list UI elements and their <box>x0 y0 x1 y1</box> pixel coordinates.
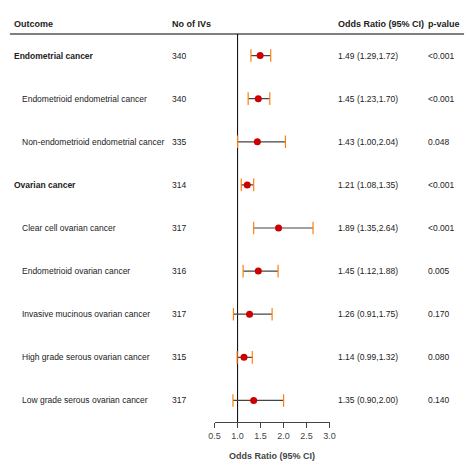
svg-text:1.49 (1.29,1.72): 1.49 (1.29,1.72) <box>338 51 398 61</box>
svg-text:317: 317 <box>172 223 186 233</box>
svg-text:1.45 (1.23,1.70): 1.45 (1.23,1.70) <box>338 94 398 104</box>
svg-text:Low grade serous ovarian cance: Low grade serous ovarian cancer <box>22 395 148 405</box>
svg-text:Non-endometrioid endometrial c: Non-endometrioid endometrial cancer <box>22 137 164 147</box>
svg-text:0.5: 0.5 <box>208 431 221 441</box>
svg-text:Ovarian cancer: Ovarian cancer <box>14 180 76 190</box>
svg-text:Clear cell ovarian cancer: Clear cell ovarian cancer <box>22 223 116 233</box>
svg-text:<0.001: <0.001 <box>428 51 455 61</box>
svg-text:p-value: p-value <box>428 19 460 29</box>
svg-text:1.26 (0.91,1.75): 1.26 (0.91,1.75) <box>338 309 398 319</box>
svg-text:1.0: 1.0 <box>231 431 244 441</box>
svg-text:2.0: 2.0 <box>277 431 290 441</box>
svg-text:Invasive mucinous ovarian canc: Invasive mucinous ovarian cancer <box>22 309 150 319</box>
svg-text:2.5: 2.5 <box>300 431 313 441</box>
svg-text:<0.001: <0.001 <box>428 223 455 233</box>
svg-text:340: 340 <box>172 94 186 104</box>
svg-text:1.35 (0.90,2.00): 1.35 (0.90,2.00) <box>338 395 398 405</box>
svg-text:1.89 (1.35,2.64): 1.89 (1.35,2.64) <box>338 223 398 233</box>
svg-text:1.45 (1.12,1.88): 1.45 (1.12,1.88) <box>338 266 398 276</box>
svg-text:Endometrioid ovarian cancer: Endometrioid ovarian cancer <box>22 266 130 276</box>
svg-text:317: 317 <box>172 395 186 405</box>
svg-text:<0.001: <0.001 <box>428 94 455 104</box>
svg-text:315: 315 <box>172 352 186 362</box>
svg-text:0.140: 0.140 <box>428 395 450 405</box>
svg-text:Odds Ratio (95% CI): Odds Ratio (95% CI) <box>338 19 424 29</box>
svg-text:No of IVs: No of IVs <box>172 19 211 29</box>
svg-text:Endometrioid endometrial cance: Endometrioid endometrial cancer <box>22 94 147 104</box>
svg-text:0.080: 0.080 <box>428 352 450 362</box>
svg-text:340: 340 <box>172 51 186 61</box>
svg-text:335: 335 <box>172 137 186 147</box>
svg-text:1.14 (0.99,1.32): 1.14 (0.99,1.32) <box>338 352 398 362</box>
svg-text:3.0: 3.0 <box>323 431 336 441</box>
svg-text:1.43 (1.00,2.04): 1.43 (1.00,2.04) <box>338 137 398 147</box>
svg-text:High grade serous ovarian canc: High grade serous ovarian cancer <box>22 352 150 362</box>
svg-text:0.170: 0.170 <box>428 309 450 319</box>
svg-text:Outcome: Outcome <box>14 19 53 29</box>
svg-text:0.005: 0.005 <box>428 266 450 276</box>
svg-text:1.5: 1.5 <box>254 431 267 441</box>
svg-text:314: 314 <box>172 180 186 190</box>
svg-text:0.048: 0.048 <box>428 137 450 147</box>
svg-text:Odds Ratio (95% CI): Odds Ratio (95% CI) <box>229 451 315 461</box>
svg-text:316: 316 <box>172 266 186 276</box>
svg-text:Endometrial cancer: Endometrial cancer <box>14 51 94 61</box>
svg-text:317: 317 <box>172 309 186 319</box>
svg-text:1.21 (1.08,1.35): 1.21 (1.08,1.35) <box>338 180 398 190</box>
svg-text:<0.001: <0.001 <box>428 180 455 190</box>
